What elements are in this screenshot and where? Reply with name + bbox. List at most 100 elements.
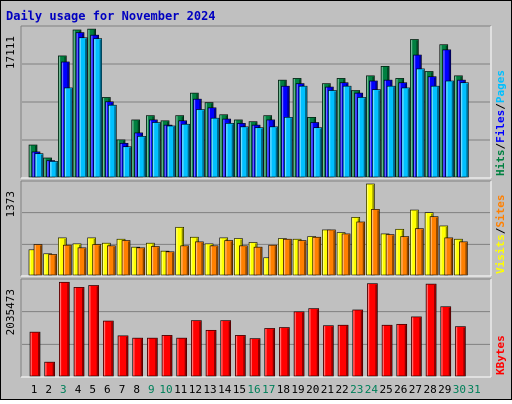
bar-highlight — [132, 247, 134, 275]
bar-highlight — [250, 339, 252, 376]
bar-body — [59, 281, 70, 377]
bar-body — [191, 320, 202, 377]
bar-body — [342, 85, 352, 178]
bar-pages-day-11 — [181, 123, 190, 178]
bar-highlight — [206, 330, 208, 376]
bar-shadow — [186, 246, 189, 275]
bar-body — [396, 323, 408, 377]
bar-shadow — [349, 87, 351, 177]
bar-sites-day-5 — [92, 244, 101, 276]
bar-highlight — [358, 98, 360, 177]
bar-body — [455, 326, 466, 377]
bar-shadow — [393, 87, 395, 177]
x-tick-label: 20 — [306, 383, 319, 396]
bar-shadow — [170, 336, 172, 376]
bar-shadow — [114, 106, 116, 177]
bar-body — [357, 97, 367, 178]
bar-highlight — [61, 62, 64, 177]
bar-highlight — [337, 233, 339, 275]
bar-body — [166, 125, 176, 178]
bar-highlight — [182, 124, 184, 177]
bar-shadow — [419, 317, 421, 376]
bar-shadow — [173, 126, 175, 177]
bar-shadow — [346, 326, 348, 376]
bar-body — [78, 37, 88, 178]
bar-highlight — [426, 284, 428, 376]
bar-pages-day-21 — [328, 90, 337, 178]
bar-kbytes-day-15 — [235, 335, 246, 377]
bar-shadow — [302, 312, 304, 376]
bar-shadow — [217, 119, 219, 177]
bar-highlight — [137, 248, 139, 275]
bar-highlight — [313, 237, 315, 275]
x-tick-label: 28 — [423, 383, 436, 396]
x-axis: 1 2 3 4 5 6 7 8 9 10 11 12 13 14 15 16 17 18 19 20 21 22 23 24 2… — [31, 383, 481, 396]
bar-highlight — [161, 121, 163, 177]
bar-kbytes-day-6 — [103, 320, 114, 377]
bar-shadow — [436, 217, 438, 275]
bar-shadow — [216, 246, 218, 275]
bar-highlight — [264, 258, 266, 275]
bar-body — [308, 308, 320, 377]
bar-highlight — [460, 242, 462, 275]
bar-highlight — [326, 87, 328, 177]
bar-highlight — [269, 245, 271, 275]
bar-body — [136, 247, 145, 276]
bar-shadow — [184, 339, 187, 376]
bar-highlight — [117, 140, 119, 177]
bar-body — [371, 209, 380, 276]
bar-pages-day-14 — [225, 123, 235, 178]
bar-body — [122, 146, 132, 178]
bar-kbytes-day-22 — [337, 324, 349, 377]
bar-highlight — [445, 238, 447, 275]
bar-highlight — [73, 244, 75, 275]
bar-kbytes-day-25 — [381, 324, 393, 377]
bar-pages-day-25 — [386, 85, 396, 178]
bar-body — [386, 85, 396, 178]
bar-highlight — [234, 120, 237, 177]
bar-shadow — [463, 327, 465, 376]
bar-pages-day-2 — [49, 161, 58, 178]
bar-body — [411, 316, 422, 377]
bar-body — [401, 87, 411, 178]
bar-highlight — [323, 230, 325, 275]
bar-highlight — [47, 161, 49, 177]
bar-kbytes-day-10 — [161, 335, 173, 377]
bar-highlight — [270, 127, 272, 177]
bar-highlight — [455, 239, 457, 275]
bar-shadow — [38, 333, 40, 376]
bar-highlight — [299, 86, 301, 177]
bar-highlight — [45, 362, 47, 376]
bar-highlight — [324, 326, 326, 376]
bar-shadow — [158, 123, 160, 177]
bar-highlight — [149, 120, 152, 177]
bar-highlight — [396, 229, 398, 275]
bar-body — [73, 287, 85, 377]
bar-highlight — [387, 86, 389, 177]
bar-pages-day-29 — [445, 80, 455, 178]
bar-highlight — [146, 116, 149, 177]
bar-highlight — [166, 252, 168, 275]
legend-entry: Hits — [494, 150, 507, 177]
bar-highlight — [120, 143, 122, 177]
bar-highlight — [278, 80, 281, 177]
bar-highlight — [340, 83, 342, 177]
bar-body — [88, 285, 99, 377]
bar-highlight — [352, 217, 354, 275]
bar-sites-day-16 — [253, 246, 263, 276]
bar-highlight — [89, 286, 91, 376]
bar-shadow — [422, 69, 424, 177]
bar-highlight — [50, 162, 52, 177]
bar-highlight — [458, 80, 460, 177]
bar-body — [117, 335, 129, 377]
bar-body — [429, 216, 439, 276]
bar-body — [249, 338, 261, 377]
bar-highlight — [255, 128, 257, 177]
bar-highlight — [328, 230, 330, 275]
bar-shadow — [157, 247, 159, 275]
x-tick-label: 11 — [174, 383, 187, 396]
bar-highlight — [225, 241, 227, 275]
bar-pages-day-6 — [108, 104, 117, 178]
bar-body — [34, 153, 44, 178]
bar-shadow — [140, 339, 143, 376]
